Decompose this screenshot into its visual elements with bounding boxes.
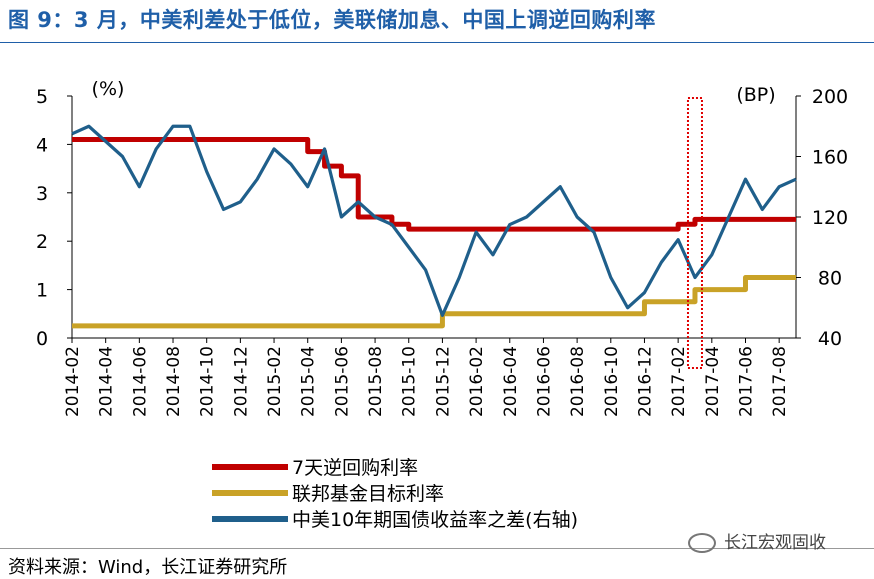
series-lines [71, 124, 797, 329]
wechat-icon [688, 533, 716, 553]
right-tick-label: 40 [818, 328, 842, 350]
x-tick-label: 2016-06 [534, 346, 554, 417]
x-tick-label: 2015-12 [433, 346, 453, 417]
left-axis-unit: (%) [92, 78, 125, 100]
x-tick-label: 2014-10 [198, 346, 218, 417]
x-tick-label: 2017-08 [770, 346, 790, 417]
right-tick-label: 160 [812, 147, 848, 169]
series-line-3 [71, 124, 797, 317]
x-tick-label: 2015-04 [299, 346, 319, 417]
x-tick-label: 2015-06 [332, 346, 352, 417]
x-tick-label: 2017-06 [736, 346, 756, 417]
x-tick-label: 2014-12 [231, 346, 251, 417]
x-tick-label: 2016-10 [602, 346, 622, 417]
x-tick-label: 2015-02 [265, 346, 285, 417]
legend-label: 7天逆回购利率 [292, 457, 418, 479]
right-tick-label: 200 [812, 86, 848, 108]
x-tick-label: 2017-04 [703, 346, 723, 417]
x-tick-label: 2016-04 [501, 346, 521, 417]
source-note: 资料来源：Wind，长江证券研究所 [8, 557, 288, 578]
watermark: 长江宏观固收 [688, 528, 826, 553]
figure-title: 图 9：3 月，中美利差处于低位，美联储加息、中国上调逆回购利率 [8, 8, 656, 32]
x-tick-label: 2014-08 [164, 346, 184, 417]
x-tick-label: 2017-02 [669, 346, 689, 417]
right-tick-label: 80 [818, 268, 842, 290]
series-line-1 [72, 137, 796, 232]
chart: 0 1 2 3 4 5 (%) 40 80 120 160 200 (BP) 2014-02 2014-04… [36, 78, 848, 531]
axes: 0 1 2 3 4 5 (%) 40 80 120 160 200 (BP) 2014-02 2014-04… [36, 78, 848, 417]
x-tick-label: 2016-02 [467, 346, 487, 417]
left-tick-label: 2 [36, 231, 48, 253]
x-tick-label: 2015-10 [400, 346, 420, 417]
highlight-layer [686, 97, 703, 369]
legend-label: 中美10年期国债收益率之差(右轴) [292, 509, 578, 531]
watermark-text: 长江宏观固收 [724, 533, 826, 553]
right-tick-label: 120 [812, 207, 848, 229]
right-axis-unit: (BP) [736, 84, 775, 106]
x-tick-label: 2014-04 [97, 346, 117, 417]
x-tick-label: 2016-12 [635, 346, 655, 417]
title-divider [0, 42, 874, 43]
left-tick-label: 4 [36, 134, 48, 156]
legend-label: 联邦基金目标利率 [292, 483, 444, 505]
left-tick-label: 3 [36, 183, 48, 205]
left-tick-label: 0 [36, 328, 48, 350]
x-tick-label: 2015-08 [366, 346, 386, 417]
x-tick-label: 2014-02 [63, 346, 83, 417]
x-tick-label: 2014-06 [130, 346, 150, 417]
footer-divider [0, 548, 874, 549]
left-tick-label: 5 [36, 86, 48, 108]
highlight-box [686, 97, 703, 369]
left-tick-label: 1 [36, 280, 48, 302]
series-line-2 [72, 275, 796, 329]
x-tick-label: 2016-08 [568, 346, 588, 417]
